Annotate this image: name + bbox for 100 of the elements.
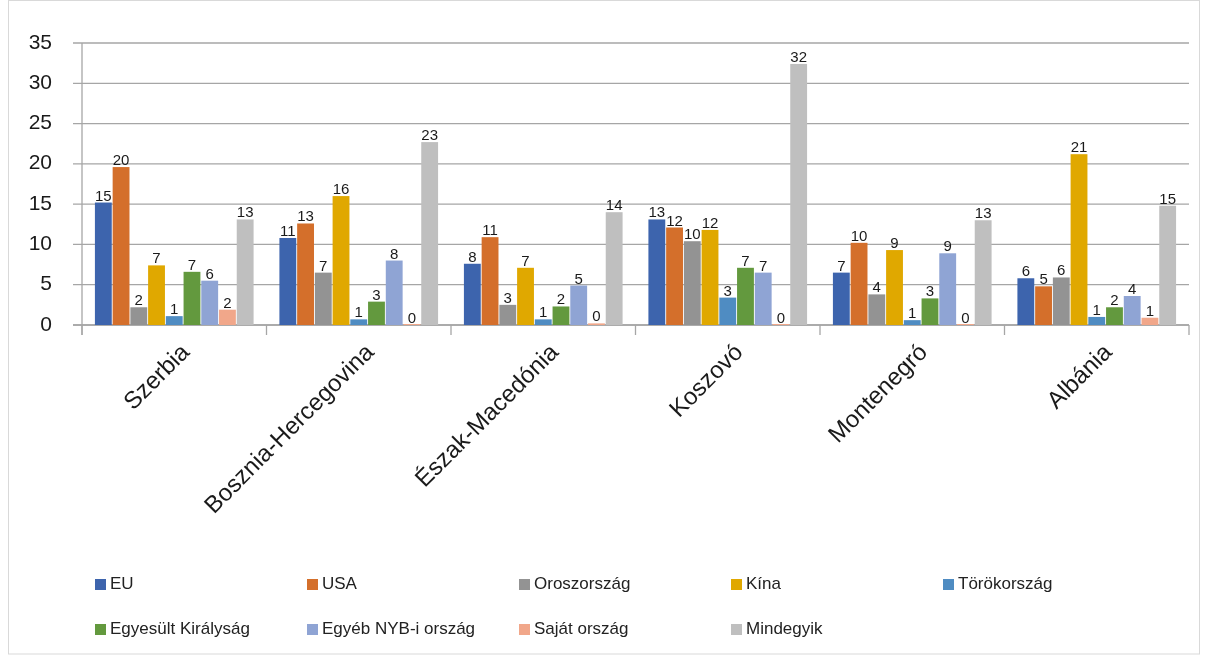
bar bbox=[1017, 278, 1035, 325]
bar bbox=[201, 280, 219, 325]
bar bbox=[974, 220, 992, 325]
data-label: 7 bbox=[187, 255, 197, 273]
bar bbox=[481, 237, 499, 325]
bar bbox=[1159, 205, 1177, 325]
bar bbox=[350, 319, 368, 325]
bar bbox=[94, 202, 112, 325]
bar bbox=[148, 265, 165, 325]
data-label: 9 bbox=[943, 237, 952, 255]
bar bbox=[790, 63, 808, 325]
bar bbox=[421, 142, 439, 325]
bar bbox=[130, 307, 148, 325]
data-label: 8 bbox=[390, 244, 399, 262]
bar bbox=[868, 294, 886, 325]
legend-label: Törökország bbox=[958, 574, 1053, 594]
data-label: 10 bbox=[850, 226, 868, 244]
bar bbox=[332, 196, 350, 325]
data-label: 13 bbox=[974, 204, 992, 222]
data-label: 0 bbox=[961, 309, 970, 326]
data-label: 2 bbox=[223, 293, 232, 311]
bar bbox=[463, 263, 481, 325]
data-label: 7 bbox=[837, 256, 846, 274]
bar bbox=[534, 319, 552, 325]
data-label: 8 bbox=[468, 247, 477, 265]
bar bbox=[1052, 277, 1070, 325]
bar bbox=[886, 250, 903, 325]
data-label: 7 bbox=[521, 251, 530, 269]
data-label: 3 bbox=[925, 282, 935, 300]
bar bbox=[850, 242, 868, 325]
data-label: 1 bbox=[908, 304, 917, 322]
data-label: 12 bbox=[666, 211, 683, 229]
y-tick-label: 20 bbox=[28, 150, 52, 174]
bar bbox=[1106, 307, 1123, 325]
bar bbox=[1070, 154, 1088, 325]
y-tick-label: 30 bbox=[28, 69, 52, 93]
bar bbox=[165, 316, 183, 325]
bar bbox=[921, 298, 939, 325]
data-label: 32 bbox=[790, 47, 808, 65]
bar bbox=[183, 271, 201, 325]
data-label: 1 bbox=[170, 300, 179, 318]
data-label: 4 bbox=[1128, 279, 1137, 297]
data-label: 3 bbox=[723, 281, 732, 299]
data-label: 2 bbox=[1110, 291, 1119, 309]
bar bbox=[701, 229, 719, 325]
bar bbox=[683, 241, 701, 325]
data-label: 5 bbox=[574, 269, 583, 287]
data-label: 7 bbox=[319, 256, 328, 274]
bar bbox=[385, 260, 403, 325]
data-label: 16 bbox=[332, 180, 350, 198]
bar bbox=[314, 272, 332, 325]
bar bbox=[754, 272, 772, 325]
data-label: 15 bbox=[1159, 189, 1177, 207]
legend-label: EU bbox=[110, 574, 134, 594]
data-label: 13 bbox=[648, 203, 666, 221]
bar bbox=[1123, 295, 1141, 325]
bar bbox=[737, 267, 754, 325]
bar bbox=[605, 212, 623, 325]
bar bbox=[517, 267, 534, 325]
bar bbox=[570, 285, 588, 325]
legend-label: USA bbox=[322, 574, 358, 594]
bar bbox=[648, 219, 666, 325]
y-tick-label: 5 bbox=[40, 271, 52, 295]
data-label: 7 bbox=[759, 256, 768, 274]
y-tick-label: 0 bbox=[40, 311, 52, 335]
data-label: 14 bbox=[605, 196, 623, 214]
data-label: 7 bbox=[152, 249, 161, 267]
legend-label: Oroszország bbox=[534, 574, 631, 594]
legend-label: Mindegyik bbox=[746, 619, 824, 639]
bar bbox=[832, 272, 850, 325]
data-label: 1 bbox=[1145, 301, 1155, 319]
y-tick-label: 35 bbox=[28, 29, 52, 53]
y-tick-label: 25 bbox=[28, 110, 52, 134]
data-label: 7 bbox=[741, 251, 750, 269]
data-label: 12 bbox=[701, 213, 719, 231]
data-label: 0 bbox=[407, 309, 417, 326]
data-label: 5 bbox=[1039, 270, 1048, 288]
bar bbox=[112, 167, 130, 325]
data-label: 20 bbox=[112, 151, 130, 169]
bar bbox=[939, 253, 957, 325]
data-label: 11 bbox=[482, 221, 498, 239]
bar bbox=[719, 297, 737, 325]
data-label: 1 bbox=[354, 303, 363, 321]
data-label: 13 bbox=[297, 207, 314, 225]
bar bbox=[666, 227, 683, 325]
data-label: 1 bbox=[1092, 300, 1101, 318]
bar bbox=[297, 223, 314, 325]
bar bbox=[1035, 286, 1052, 325]
bar bbox=[219, 309, 236, 325]
bar bbox=[1088, 316, 1106, 325]
data-label: 10 bbox=[683, 225, 701, 243]
data-label: 11 bbox=[280, 221, 296, 239]
data-label: 4 bbox=[872, 278, 881, 296]
data-label: 13 bbox=[236, 203, 254, 221]
data-label: 6 bbox=[205, 264, 214, 282]
data-label: 1 bbox=[539, 303, 548, 321]
data-label: 6 bbox=[1057, 261, 1066, 279]
y-tick-label: 15 bbox=[28, 190, 52, 214]
data-label: 3 bbox=[372, 285, 381, 303]
legend-label: Kína bbox=[746, 574, 782, 594]
